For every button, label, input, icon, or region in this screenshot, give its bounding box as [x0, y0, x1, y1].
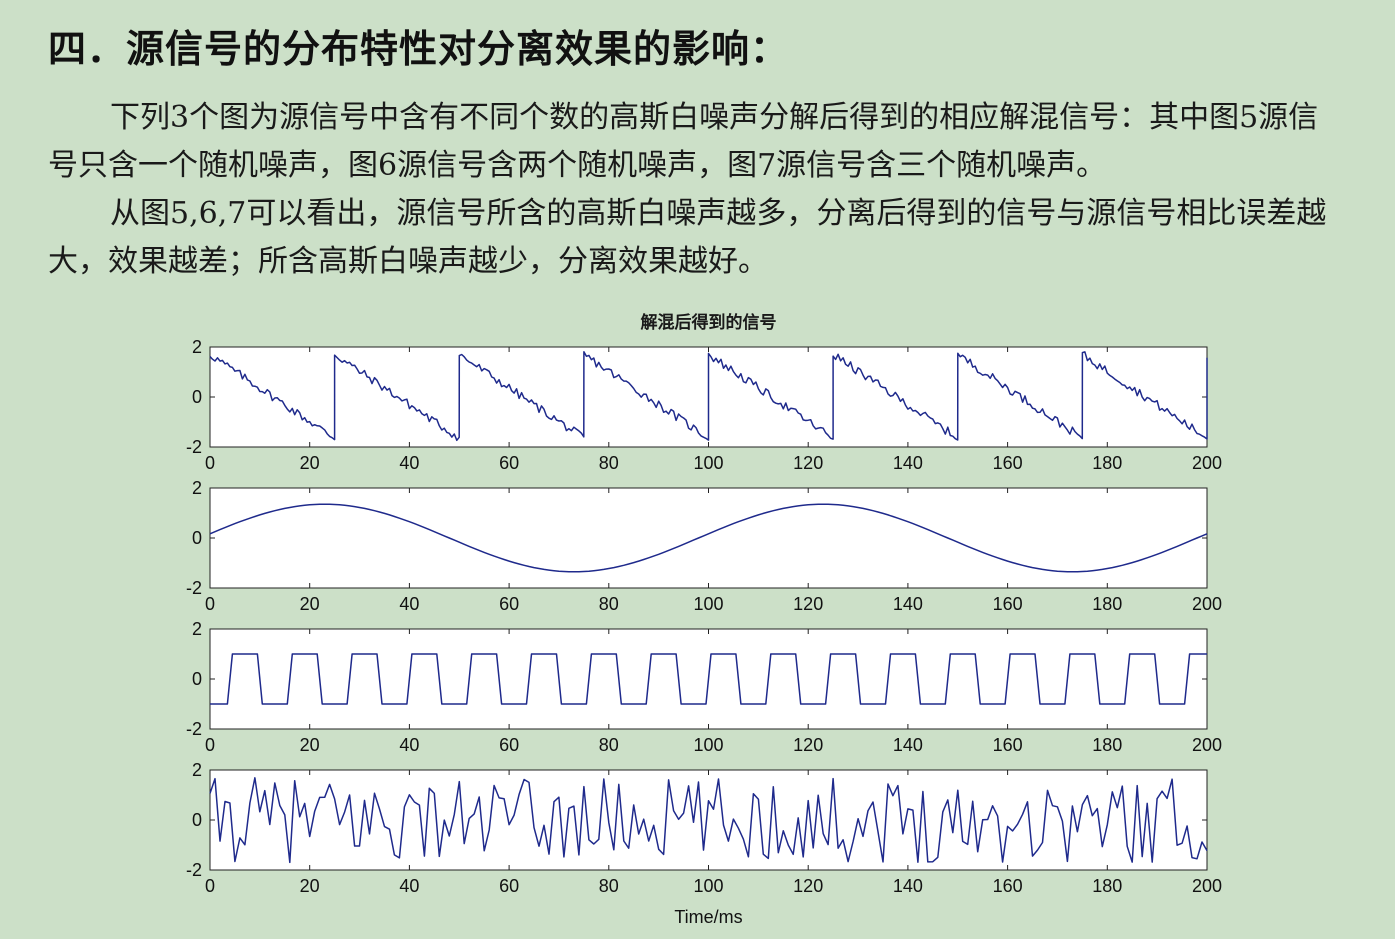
y-tick-label: -2	[186, 860, 202, 880]
x-tick-label: 40	[399, 453, 419, 473]
x-tick-label: 200	[1192, 594, 1222, 614]
section-heading: 四．源信号的分布特性对分离效果的影响：	[48, 27, 790, 71]
x-tick-label: 80	[599, 594, 619, 614]
y-tick-label: -2	[186, 719, 202, 739]
x-tick-label: 200	[1192, 876, 1222, 896]
x-tick-label: 200	[1192, 453, 1222, 473]
x-tick-label: 120	[793, 876, 823, 896]
y-tick-label: 2	[192, 478, 202, 498]
x-tick-label: 0	[205, 876, 215, 896]
subplot-4-noise-line	[209, 777, 1208, 864]
x-tick-label: 80	[599, 453, 619, 473]
x-tick-label: 20	[300, 735, 320, 755]
x-tick-label: 20	[300, 876, 320, 896]
x-tick-label: 100	[693, 876, 723, 896]
x-tick-label: 180	[1092, 453, 1122, 473]
x-tick-label: 20	[300, 453, 320, 473]
x-tick-label: 60	[499, 453, 519, 473]
x-tick-label: 160	[993, 594, 1023, 614]
x-tick-label: 100	[693, 735, 723, 755]
x-tick-label: 200	[1192, 735, 1222, 755]
x-tick-label: 160	[993, 735, 1023, 755]
x-tick-label: 0	[205, 453, 215, 473]
y-tick-label: 0	[192, 387, 202, 407]
paragraph-conclusion: 从图5,6,7可以看出，源信号所含的高斯白噪声越多，分离后得到的信号与源信号相比…	[48, 196, 1327, 279]
x-tick-label: 100	[693, 453, 723, 473]
demixed-signals-figure: 解混后得到的信号 0 20 40 60 80 100 120 140 160 180 200 2 0 -2 0…	[160, 306, 1240, 936]
subplot-2-axes	[209, 487, 1208, 589]
x-tick-label: 120	[793, 453, 823, 473]
x-tick-label: 0	[205, 594, 215, 614]
x-tick-label: 140	[893, 876, 923, 896]
x-tick-label: 180	[1092, 594, 1122, 614]
x-tick-label: 120	[793, 735, 823, 755]
y-tick-label: -2	[186, 437, 202, 457]
x-tick-label: 40	[399, 594, 419, 614]
x-tick-label: 180	[1092, 876, 1122, 896]
x-tick-label: 0	[205, 735, 215, 755]
x-tick-label: 60	[499, 735, 519, 755]
x-tick-label: 140	[893, 453, 923, 473]
paragraph-figure-description: 下列3个图为源信号中含有不同个数的高斯白噪声分解后得到的相应解混信号：其中图5源…	[48, 100, 1319, 183]
x-tick-label: 100	[693, 594, 723, 614]
x-tick-label: 40	[399, 876, 419, 896]
y-tick-label: -2	[186, 578, 202, 598]
x-tick-label: 20	[300, 594, 320, 614]
chart-title: 解混后得到的信号	[641, 312, 777, 333]
y-tick-label: 2	[192, 337, 202, 357]
x-tick-label: 80	[599, 735, 619, 755]
x-tick-label: 80	[599, 876, 619, 896]
subplot-1-sawtooth-line	[209, 351, 1208, 442]
x-tick-label: 40	[399, 735, 419, 755]
subplot-4-axes	[209, 769, 1208, 871]
y-tick-label: 0	[192, 810, 202, 830]
x-tick-label: 140	[893, 594, 923, 614]
x-axis-label: Time/ms	[674, 907, 742, 927]
y-tick-label: 2	[192, 760, 202, 780]
x-tick-label: 120	[793, 594, 823, 614]
x-tick-label: 160	[993, 453, 1023, 473]
x-tick-label: 60	[499, 876, 519, 896]
y-tick-label: 2	[192, 619, 202, 639]
x-tick-label: 160	[993, 876, 1023, 896]
subplot-3-square-line	[210, 653, 1207, 705]
x-tick-label: 140	[893, 735, 923, 755]
x-tick-label: 180	[1092, 735, 1122, 755]
y-tick-label: 0	[192, 528, 202, 548]
subplot-2-sine-line	[209, 503, 1208, 573]
y-tick-label: 0	[192, 669, 202, 689]
x-tick-label: 60	[499, 594, 519, 614]
